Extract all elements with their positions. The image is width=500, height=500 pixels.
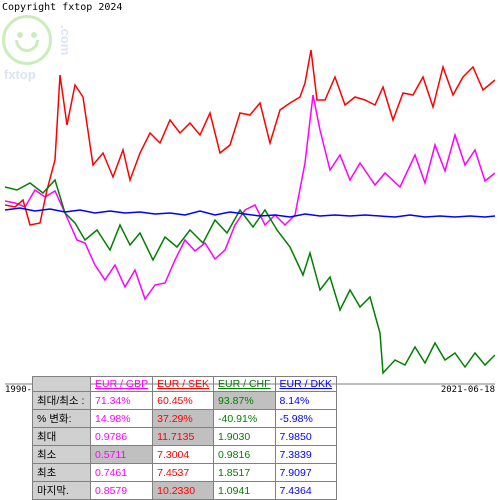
table-cell: 0.7461 (91, 464, 153, 482)
table-corner (33, 377, 91, 392)
row-label: 최대/최소 : (33, 392, 91, 410)
series-line (5, 50, 495, 225)
table-cell: 0.9816 (214, 446, 276, 464)
table-cell: 1.0941 (214, 482, 276, 500)
table-cell: 7.4537 (153, 464, 214, 482)
table-cell: 71.34% (91, 392, 153, 410)
table-cell: 8.14% (275, 392, 337, 410)
table-cell: 1.9030 (214, 428, 276, 446)
table-cell: 60.45% (153, 392, 214, 410)
table-cell: 10.2330 (153, 482, 214, 500)
row-label: % 변화: (33, 410, 91, 428)
series-line (5, 95, 495, 299)
table-cell: 11.7135 (153, 428, 214, 446)
table-cell: 1.8517 (214, 464, 276, 482)
table-cell: 7.3004 (153, 446, 214, 464)
table-header[interactable]: EUR / CHF (214, 377, 276, 392)
table-header[interactable]: EUR / SEK (153, 377, 214, 392)
table-cell: 7.9850 (275, 428, 337, 446)
table-cell: 7.3839 (275, 446, 337, 464)
copyright-text: Copyright fxtop 2024 (2, 2, 122, 13)
series-line (5, 208, 495, 217)
table-header[interactable]: EUR / DKK (275, 377, 337, 392)
table-cell: 37.29% (153, 410, 214, 428)
table-cell: 0.9786 (91, 428, 153, 446)
table-cell: 0.5711 (91, 446, 153, 464)
table-cell: 7.9097 (275, 464, 337, 482)
row-label: 최소 (33, 446, 91, 464)
row-label: 최대 (33, 428, 91, 446)
table-cell: -40.91% (214, 410, 276, 428)
row-label: 마지막. (33, 482, 91, 500)
table-cell: 7.4364 (275, 482, 337, 500)
table-header[interactable]: EUR / GBP (91, 377, 153, 392)
data-table: EUR / GBPEUR / SEKEUR / CHFEUR / DKK 최대/최… (32, 376, 337, 500)
table-cell: 14.98% (91, 410, 153, 428)
table-cell: -5.98% (275, 410, 337, 428)
table-cell: 0.8579 (91, 482, 153, 500)
date-end-label: 2021-06-18 (441, 385, 495, 395)
chart-area: 1990-01-01 2021-06-18 (5, 15, 495, 395)
row-label: 최초 (33, 464, 91, 482)
line-chart (5, 15, 495, 385)
table-cell: 93.87% (214, 392, 276, 410)
series-line (5, 180, 495, 373)
